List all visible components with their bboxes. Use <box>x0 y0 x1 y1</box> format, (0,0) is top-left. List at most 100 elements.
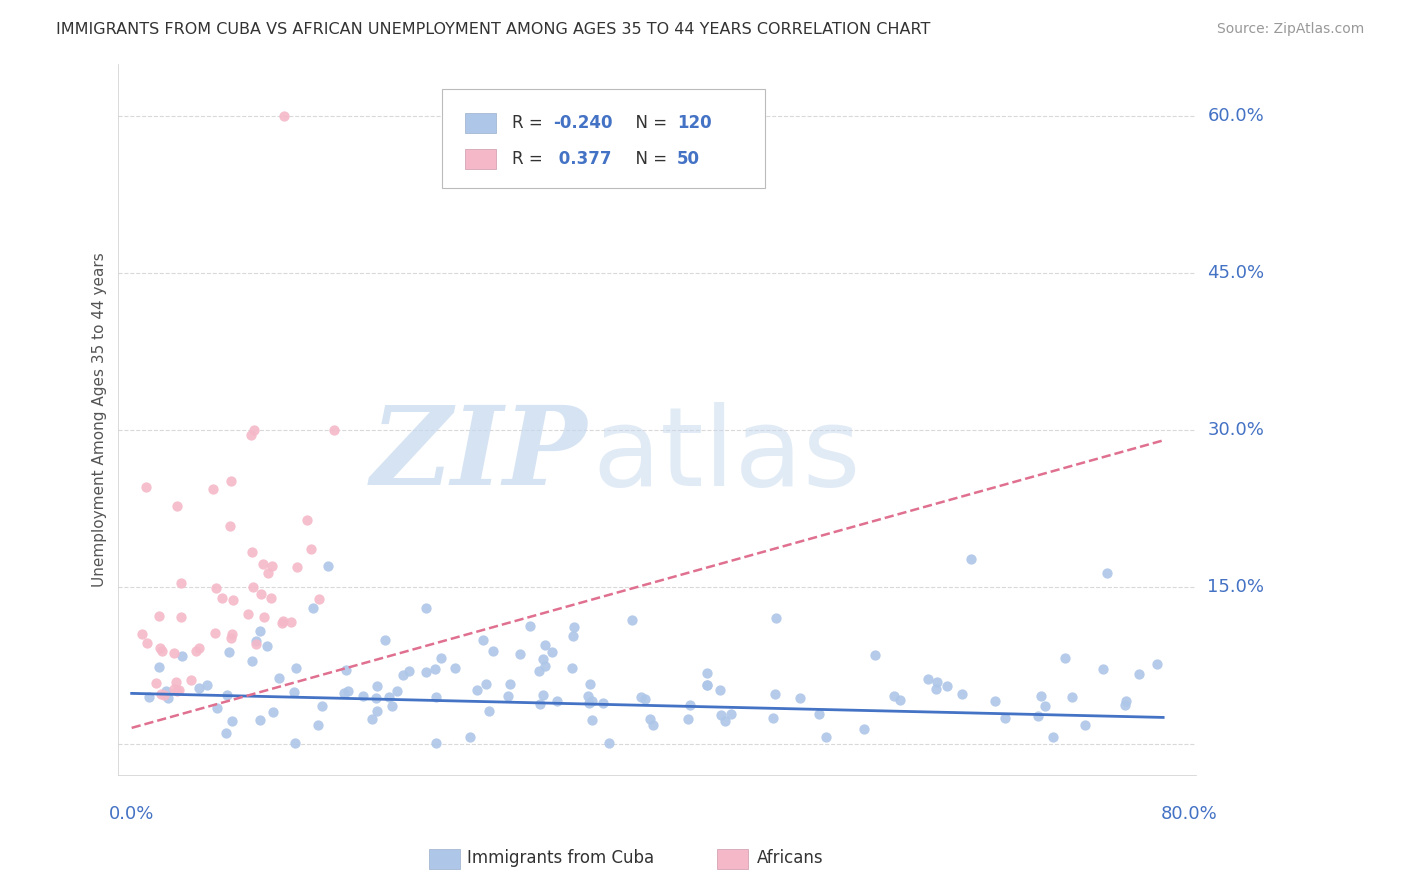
Point <box>641 718 664 732</box>
Point <box>1028 709 1050 723</box>
Text: R =: R = <box>512 150 548 168</box>
Point <box>166 499 188 513</box>
Point <box>150 644 173 658</box>
Point <box>1128 666 1150 681</box>
Point <box>579 677 602 691</box>
Point <box>323 423 346 437</box>
Point <box>925 681 948 696</box>
Point <box>696 678 718 692</box>
Point <box>180 673 202 688</box>
Point <box>170 576 193 591</box>
Point <box>311 698 333 713</box>
Point <box>676 712 699 726</box>
Point <box>815 731 838 745</box>
Point <box>138 690 160 704</box>
Point <box>204 626 226 640</box>
Point <box>925 674 948 689</box>
Point <box>598 735 620 749</box>
Point <box>863 648 886 662</box>
Point <box>221 593 243 607</box>
Point <box>425 690 447 705</box>
Point <box>239 428 262 442</box>
Point <box>1029 689 1052 703</box>
Point <box>285 560 308 574</box>
Point <box>499 677 522 691</box>
Point <box>541 644 564 658</box>
Point <box>352 689 374 703</box>
Point <box>562 620 585 634</box>
Point <box>534 659 557 673</box>
Point <box>167 682 190 697</box>
Point <box>425 662 447 676</box>
Point <box>245 634 267 648</box>
Point <box>195 678 218 692</box>
Point <box>242 654 264 668</box>
Point <box>297 513 319 527</box>
Point <box>509 647 531 661</box>
Text: 60.0%: 60.0% <box>1208 107 1264 126</box>
Point <box>415 601 437 615</box>
Bar <box>465 113 496 133</box>
Point <box>377 690 399 704</box>
Point <box>269 671 291 685</box>
Point <box>217 688 239 702</box>
Point <box>249 624 271 639</box>
Point <box>808 706 831 721</box>
Point <box>219 631 242 645</box>
Point <box>270 615 292 630</box>
Point <box>1146 657 1168 672</box>
Point <box>262 559 284 574</box>
Text: 15.0%: 15.0% <box>1208 578 1264 596</box>
Point <box>714 714 737 729</box>
Point <box>219 474 242 488</box>
Text: atlas: atlas <box>593 401 860 508</box>
Point <box>471 632 494 647</box>
Point <box>335 663 357 677</box>
Point <box>218 645 240 659</box>
Point <box>1092 662 1115 676</box>
Point <box>150 687 173 701</box>
Point <box>696 665 718 680</box>
Point <box>155 684 177 698</box>
Point <box>238 607 260 621</box>
Text: 80.0%: 80.0% <box>1161 805 1218 823</box>
Point <box>166 684 188 698</box>
Point <box>302 601 325 615</box>
Point <box>710 707 733 722</box>
Point <box>883 689 905 703</box>
Point <box>299 542 322 557</box>
Point <box>283 685 305 699</box>
Point <box>163 646 186 660</box>
Text: Africans: Africans <box>756 849 823 867</box>
Point <box>720 707 742 722</box>
Point <box>852 722 875 736</box>
Point <box>219 519 242 533</box>
Point <box>592 696 614 710</box>
Text: N =: N = <box>626 150 672 168</box>
Point <box>1035 698 1057 713</box>
Point <box>283 735 305 749</box>
Point <box>215 726 238 740</box>
Point <box>205 581 228 595</box>
Point <box>188 681 211 696</box>
Point <box>1115 693 1137 707</box>
Text: 45.0%: 45.0% <box>1208 264 1264 282</box>
Text: ZIP: ZIP <box>371 401 588 508</box>
Point <box>630 690 652 704</box>
Point <box>308 592 330 607</box>
Point <box>578 696 600 710</box>
Point <box>1042 730 1064 744</box>
Point <box>284 660 307 674</box>
Point <box>789 690 811 705</box>
Text: 30.0%: 30.0% <box>1208 421 1264 439</box>
Point <box>1053 651 1076 665</box>
Point <box>170 649 193 664</box>
Bar <box>465 149 496 169</box>
Point <box>398 664 420 678</box>
Point <box>207 700 229 714</box>
Point <box>950 687 973 701</box>
Point <box>318 558 340 573</box>
Point <box>245 637 267 651</box>
Point <box>935 679 957 693</box>
Point <box>475 677 498 691</box>
